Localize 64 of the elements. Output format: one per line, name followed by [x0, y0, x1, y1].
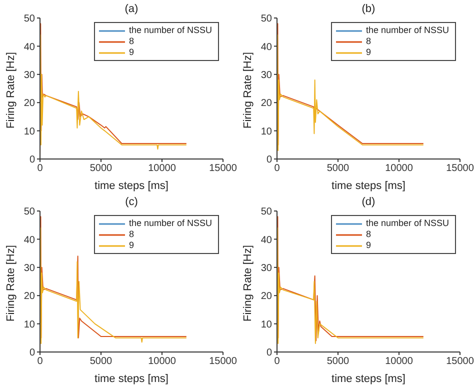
y-tick-label: 40 [260, 234, 272, 246]
y-tick-label: 50 [260, 14, 272, 25]
x-tick-label: 0 [37, 356, 44, 368]
x-axis-title: time steps [ms] [94, 373, 168, 385]
y-tick-label: 20 [24, 98, 36, 110]
x-tick-label: 5000 [90, 163, 113, 174]
y-tick-label: 30 [24, 70, 36, 81]
y-axis-title: Firing Rate [Hz] [242, 245, 254, 322]
x-tick-label: 0 [274, 356, 280, 368]
x-tick-label: 15000 [209, 163, 238, 174]
y-tick-label: 40 [24, 234, 36, 246]
legend-label: 8 [366, 229, 371, 240]
x-tick-label: 15000 [446, 163, 474, 174]
y-tick-label: 50 [260, 206, 272, 218]
legend-label: 9 [128, 240, 134, 251]
x-axis-title: time steps [ms] [332, 180, 406, 192]
chart-title: (c) [124, 196, 139, 208]
y-tick-label: 0 [29, 154, 36, 166]
x-tick-label: 0 [274, 163, 280, 174]
y-tick-label: 10 [260, 319, 272, 330]
x-tick-label: 10000 [148, 356, 176, 368]
x-axis-title: time steps [ms] [94, 180, 168, 192]
legend-label: the number of NSSU [128, 25, 212, 36]
chart-title: (d) [360, 196, 376, 208]
legend-label: 8 [366, 36, 371, 47]
y-tick-label: 30 [260, 70, 272, 81]
x-tick-label: 5000 [326, 356, 350, 368]
y-tick-label: 0 [266, 348, 272, 359]
y-tick-label: 10 [260, 126, 272, 138]
legend-label: the number of NSSU [366, 218, 449, 229]
y-tick-label: 50 [24, 14, 36, 25]
x-tick-label: 15000 [209, 356, 238, 368]
x-tick-label: 0 [37, 163, 44, 174]
y-tick-label: 40 [260, 42, 272, 53]
y-tick-label: 30 [260, 262, 272, 274]
y-tick-label: 20 [260, 291, 272, 302]
y-tick-label: 0 [266, 154, 272, 166]
legend-label: 9 [366, 240, 371, 251]
legend-label: 8 [128, 229, 134, 240]
legend-label: 8 [128, 36, 134, 47]
x-tick-label: 10000 [385, 356, 414, 368]
legend-label: the number of NSSU [366, 25, 449, 36]
x-tick-label: 5000 [90, 356, 113, 368]
legend-label: 9 [128, 47, 134, 58]
y-tick-label: 40 [24, 42, 36, 53]
y-tick-label: 30 [24, 262, 36, 274]
x-tick-label: 10000 [148, 163, 176, 174]
legend-label: 9 [366, 47, 371, 58]
x-tick-label: 15000 [446, 356, 474, 368]
x-tick-label: 10000 [385, 163, 414, 174]
y-tick-label: 20 [24, 291, 36, 302]
y-axis-title: Firing Rate [Hz] [4, 52, 17, 128]
legend-label: the number of NSSU [128, 218, 212, 229]
y-tick-label: 10 [24, 126, 36, 138]
x-axis-title: time steps [ms] [332, 373, 406, 385]
y-axis-title: Firing Rate [Hz] [4, 245, 17, 322]
chart-title: (b) [360, 3, 376, 15]
x-tick-label: 5000 [326, 163, 350, 174]
y-tick-label: 10 [24, 319, 36, 330]
y-axis-title: Firing Rate [Hz] [242, 52, 254, 128]
y-tick-label: 50 [24, 206, 36, 218]
chart-title: (a) [124, 3, 140, 15]
y-tick-label: 20 [260, 98, 272, 110]
y-tick-label: 0 [29, 348, 36, 359]
